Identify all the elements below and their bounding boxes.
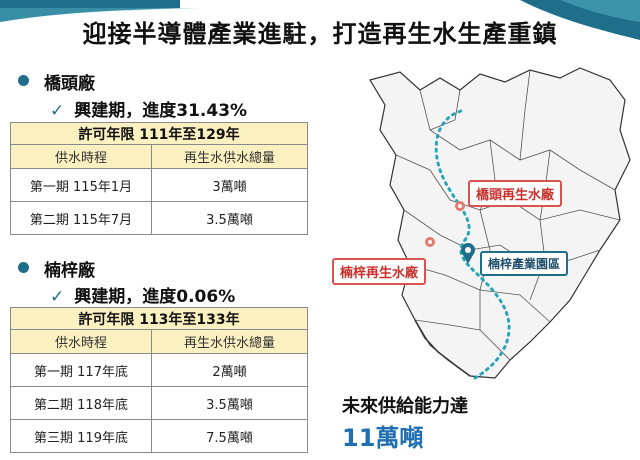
bullet-dot-icon [18,262,29,273]
plant-status-nanzi: ✓ 興建期，進度0.06% [50,282,235,307]
table-row: 第一期 117年底 2萬噸 [10,353,308,387]
column-header-schedule: 供水時程 [10,144,152,169]
phase-cell: 第一期 117年底 [10,353,152,387]
header-wave-decoration [0,0,640,40]
status-text: 興建期，進度0.06% [74,287,236,307]
page-title: 迎接半導體產業進駐，打造再生水生產重鎮 [82,20,558,48]
plant-name-nanzi: 楠梓廠 [44,261,95,281]
check-icon: ✓ [50,287,65,307]
volume-cell: 3.5萬噸 [151,201,308,235]
phase-cell: 第二期 115年7月 [10,201,152,235]
plant-status-qiaotou: ✓ 興建期，進度31.43% [50,96,247,121]
district-map: 橋頭再生水廠 楠梓再生水廠 楠梓產業園區 [330,60,640,380]
table-row: 第一期 115年1月 3萬噸 [10,168,308,202]
park-label: 楠梓產業園區 [480,251,569,276]
nanzi-plant-label: 楠梓再生水廠 [332,258,427,285]
park-pin-icon [461,243,475,264]
table-row: 第二期 115年7月 3.5萬噸 [10,201,308,235]
future-capacity-value: 11萬噸 [342,424,424,452]
permit-period: 許可年限 113年至133年 [10,307,308,330]
bullet-dot-icon [18,75,29,86]
map-outline [369,67,631,380]
permit-period: 許可年限 111年至129年 [10,122,308,145]
volume-cell: 3萬噸 [151,168,308,202]
header-banner: 迎接半導體產業進駐，打造再生水生產重鎮 [0,0,640,60]
qiaotou-pin-icon [455,201,465,211]
status-text: 興建期，進度31.43% [74,101,248,121]
plant-name-qiaotou: 橋頭廠 [44,74,95,94]
water-supply-table-qiaotou: 許可年限 111年至129年 供水時程 再生水供水總量 第一期 115年1月 3… [10,122,308,235]
phase-cell: 第一期 115年1月 [10,168,152,202]
column-header-schedule: 供水時程 [10,329,152,354]
table-row: 第三期 119年底 7.5萬噸 [10,419,308,453]
future-capacity-caption: 未來供給能力達 [342,396,468,417]
phase-cell: 第二期 118年底 [10,386,152,420]
column-header-volume: 再生水供水總量 [151,144,308,169]
volume-cell: 7.5萬噸 [151,419,308,453]
phase-cell: 第三期 119年底 [10,419,152,453]
column-header-volume: 再生水供水總量 [151,329,308,354]
volume-cell: 2萬噸 [151,353,308,387]
nanzi-pin-icon [425,237,435,247]
table-row: 第二期 118年底 3.5萬噸 [10,386,308,420]
water-supply-table-nanzi: 許可年限 113年至133年 供水時程 再生水供水總量 第一期 117年底 2萬… [10,307,308,453]
volume-cell: 3.5萬噸 [151,386,308,420]
qiaotou-plant-label: 橋頭再生水廠 [468,180,563,207]
check-icon: ✓ [50,101,65,121]
